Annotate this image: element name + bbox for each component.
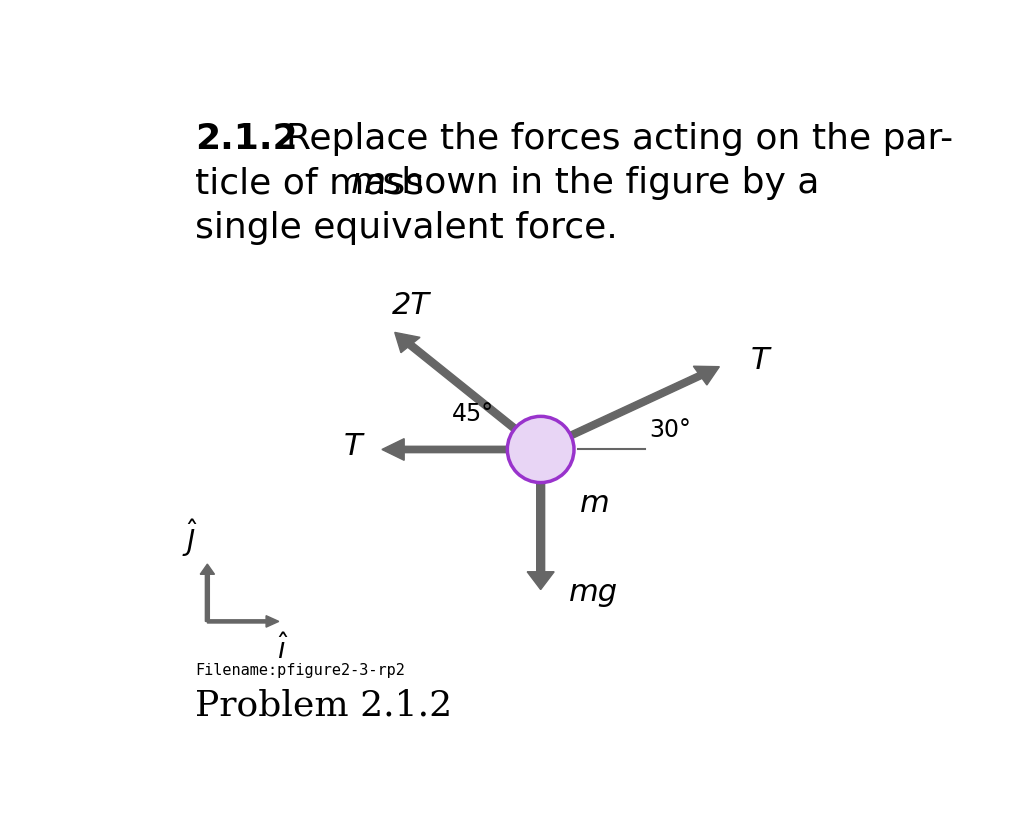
Text: T: T	[343, 432, 362, 461]
FancyArrow shape	[539, 366, 720, 452]
FancyArrow shape	[527, 450, 554, 590]
Text: T: T	[752, 346, 770, 375]
Text: single equivalent force.: single equivalent force.	[196, 211, 618, 245]
Text: m: m	[581, 489, 610, 518]
Text: Replace the forces acting on the par-: Replace the forces acting on the par-	[263, 122, 953, 155]
Text: shown in the figure by a: shown in the figure by a	[371, 166, 819, 200]
Text: mg: mg	[568, 578, 617, 607]
Text: ticle of mass: ticle of mass	[196, 166, 436, 200]
FancyArrow shape	[207, 615, 279, 627]
Text: $\hat{\imath}$: $\hat{\imath}$	[276, 634, 289, 665]
FancyArrow shape	[382, 438, 541, 461]
Text: 2T: 2T	[391, 290, 430, 320]
FancyArrow shape	[395, 332, 544, 452]
Text: m: m	[351, 166, 386, 200]
Text: 30°: 30°	[649, 418, 691, 442]
Text: Problem 2.1.2: Problem 2.1.2	[196, 688, 453, 722]
FancyArrow shape	[201, 564, 214, 621]
Text: $\hat{J}$: $\hat{J}$	[181, 517, 198, 559]
Text: Filename:pfigure2-3-rp2: Filename:pfigure2-3-rp2	[196, 662, 406, 678]
Ellipse shape	[507, 416, 574, 483]
Text: 45°: 45°	[453, 403, 495, 427]
Text: 2.1.2: 2.1.2	[196, 122, 298, 155]
